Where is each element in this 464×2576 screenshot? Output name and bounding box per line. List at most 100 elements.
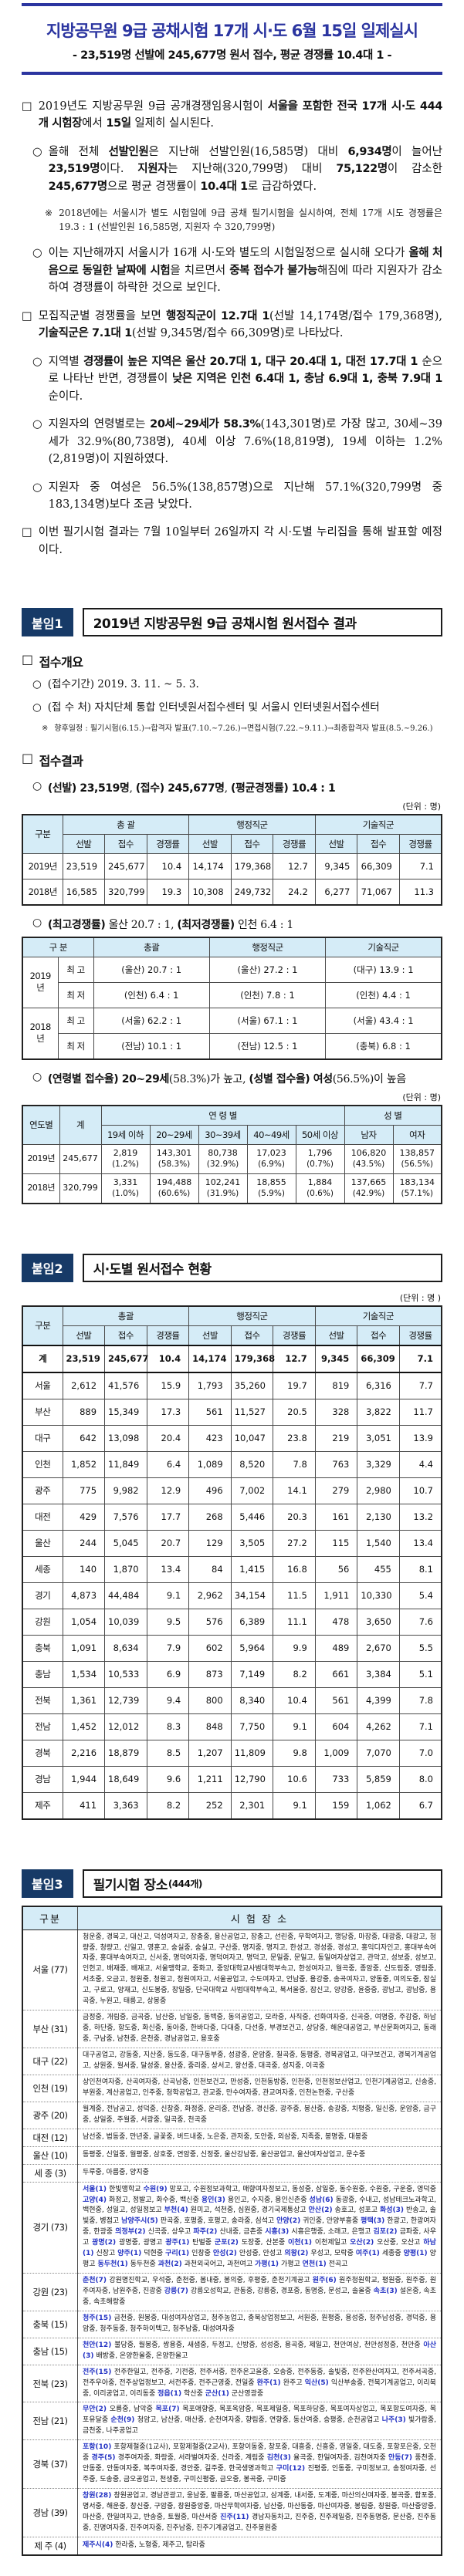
school-names: 송호고, 성포고 — [334, 2206, 378, 2215]
data-cell: 23.8 — [273, 1424, 316, 1452]
data-cell: 279 — [314, 1477, 358, 1504]
venue-row: 경북 (37) 포항(10) 포항제철중(1교사), 포항제철중(2교사), 포항… — [22, 2439, 442, 2489]
data-cell: 8.3 — [146, 1713, 190, 1740]
header-row: 구분 시 험 장 소 — [22, 1906, 442, 1930]
row-label: 충남 — [22, 1660, 63, 1688]
venue-row: 강원 (23) 춘천(7) 강원명진학교, 우석중, 춘천중, 봄내중, 봉의중,… — [22, 2273, 442, 2311]
text-segment: 245,677명 — [48, 180, 108, 193]
attachment3-title-suffix: (444개) — [168, 1878, 203, 1889]
data-cell: 2,301 — [230, 1791, 274, 1820]
paragraph-text: 지역별 경쟁률이 높은 지역은 울산 20.7대 1, 대구 20.4대 1, … — [49, 353, 443, 405]
data-cell: 15.9 — [146, 1372, 190, 1399]
data-cell: 7.8 — [273, 1450, 316, 1478]
data-cell: 10,308 — [188, 878, 232, 906]
city-count-label: 제주시(4) — [83, 2541, 113, 2549]
data-cell: 20.5 — [273, 1398, 316, 1426]
sub-header: 30~39세 — [198, 1124, 248, 1145]
data-cell: 8.2 — [273, 1660, 316, 1688]
data-cell: 9.8 — [273, 1739, 316, 1767]
table-row: 경북 2,216 18,879 8.5 1,207 11,809 9.8 1,009 7,070… — [22, 1739, 442, 1767]
attachment3-title-text: 필기시험 장소 — [93, 1877, 168, 1893]
school-names: 인창중 — [191, 2250, 211, 2258]
city-count-label: 군산(1) — [205, 2389, 229, 2398]
data-cell: (인천) 7.8 : 1 — [208, 981, 327, 1008]
text-segment: (연령별 접수율) 20~29세 — [47, 1072, 169, 1085]
data-cell: 13,098 — [104, 1424, 147, 1452]
city-count-label: 과천(2) — [157, 2260, 182, 2269]
text-segment: 일제히 실시된다. — [130, 117, 214, 130]
table-row: 세종 140 1,870 13.4 84 1,415 16.8 56 455 8.1 — [22, 1555, 442, 1583]
text-segment: 중복 접수가 불가능 — [229, 264, 317, 277]
text-segment: 낮은 지역은 인천 6.4대 1, 충남 6.9대 1, 충북 7.9대 1 — [171, 373, 442, 386]
data-cell: 80,738 (32.9%) — [198, 1143, 248, 1174]
school-names: 덕현중 — [144, 2250, 164, 2258]
school-names: 귀인중, 안양부흥중 — [303, 2217, 359, 2226]
table-row: 전북 1,361 12,739 9.4 800 8,340 10.4 561 4,399 7.8 — [22, 1686, 442, 1714]
school-names: 우성고, 모락중 — [310, 2250, 354, 2258]
venue-row: 경기 (73) 서울(1) 한빛맹학교 수원(9) 망포고, 수원정보과학고, 매… — [22, 2181, 442, 2274]
data-cell: 10.4 — [273, 1686, 316, 1714]
school-names: 이천제일고 — [314, 2239, 347, 2247]
sub-header: 경쟁률 — [146, 833, 190, 854]
city-count-label: 양주(1) — [117, 2250, 142, 2258]
data-cell: 561 — [314, 1686, 358, 1714]
city-count-label: 오산(2) — [350, 2239, 374, 2247]
venues-table: 구분 시 험 장 소 서울 (77) 청운중, 경복고, 대신고, 덕성여자고, 장충… — [22, 1905, 442, 2556]
percent-value: (42.9%) — [352, 1189, 385, 1199]
row-label: 전남 — [22, 1713, 63, 1740]
school-names: 금파중, 사우고 — [83, 2228, 436, 2247]
data-cell: 561 — [188, 1398, 232, 1426]
data-cell: 10,039 — [104, 1608, 147, 1636]
venue-list: 두루중, 아름중, 양지중 — [77, 2163, 442, 2183]
data-cell: 8.0 — [398, 1765, 442, 1793]
group-header: 기술직군 — [325, 937, 442, 957]
text-segment: 이 감소한 — [387, 163, 443, 176]
result-text: (선발) 23,519명, (접수) 245,677명, (평균경쟁률) 10.… — [48, 780, 442, 795]
count-value: 1,796 — [307, 1147, 333, 1158]
data-cell: 602 — [188, 1634, 232, 1662]
text-segment: 올해 전체 — [48, 145, 109, 158]
data-cell: 763 — [314, 1450, 358, 1478]
sub-header: 선발 — [188, 1325, 232, 1346]
table-row: 계 23,519 245,677 10.4 14,174 179,368 12.7 9,345… — [22, 1344, 442, 1373]
data-cell: 7.0 — [398, 1739, 442, 1767]
venue-list: 서울(1) 한빛맹학교 수원(9) 망포고, 수원정보과학고, 매향여자정보고,… — [77, 2181, 442, 2274]
school-names: 가평고 — [280, 2260, 300, 2269]
city-count-label: 익산(5) — [304, 2378, 329, 2387]
bullet-marker: ○ — [32, 779, 42, 792]
data-cell: (서울) 67.1 : 1 — [208, 1007, 327, 1034]
school-names: 두루중, 아름중, 양지중 — [83, 2168, 149, 2176]
bullet-marker: □ — [22, 309, 32, 322]
data-cell: 4,399 — [357, 1686, 400, 1714]
data-cell: 161 — [314, 1503, 358, 1531]
city-count-label: 속초(3) — [373, 2287, 398, 2296]
school-names: 설온중, 속초중, 속초해랑중 — [83, 2287, 436, 2306]
region-label: 세 종 (3) — [22, 2163, 78, 2183]
data-cell: 10.7 — [398, 1477, 442, 1504]
data-cell: 9.1 — [273, 1791, 316, 1820]
row-label: 경남 — [22, 1765, 63, 1793]
city-count-label: 구리(1) — [165, 2250, 190, 2258]
title-block: 지방공무원 9급 공채시험 17개 시·도 6월 15일 일제실시 - 23,5… — [22, 3, 442, 75]
data-cell: 1,796 (0.7%) — [295, 1143, 345, 1174]
city-count-label: 동두천(1) — [97, 2260, 128, 2269]
table-body: 2019년 23,519 245,677 10.4 14,174 179,368 12.7 9… — [22, 852, 442, 906]
region-label: 경북 (37) — [22, 2439, 78, 2489]
corner-header: 구분 — [22, 1305, 63, 1346]
paragraph-text: 올해 전체 선발인원은 지난해 선발인원(16,585명) 대비 6,934명이… — [49, 143, 442, 195]
overview-item: ○ (접수기간) 2019. 3. 11. ~ 5. 3. — [32, 677, 442, 694]
unit-label: (단위 : 명 ) — [399, 1292, 441, 1303]
school-names: 남선중, 법동중, 만년중, 글꽃중, 버드내중, 노은중, 관저중, 도안중,… — [83, 2132, 368, 2141]
sub-header: 19세 이하 — [100, 1124, 151, 1145]
table-row: 2018년 16,585 320,799 19.3 10,308 249,732 24.2 6… — [22, 878, 442, 906]
data-cell: 143,301 (58.3%) — [149, 1143, 199, 1174]
bullet-marker: ○ — [32, 481, 42, 494]
sub-header: 여자 — [392, 1124, 442, 1145]
school-names: 산내중, 금촌중 — [219, 2228, 263, 2237]
table-row: 전남 1,452 12,012 8.3 848 7,750 9.1 604 4,262 7.1 — [22, 1713, 442, 1740]
attachment2-badge: 붙임2 — [22, 1253, 73, 1282]
table-body: 서울 (77) 청운중, 경복고, 대신고, 덕성여자고, 장충중, 용산공업고,… — [22, 1929, 442, 2555]
bullet-marker: □ — [22, 526, 32, 539]
text-segment: 으로 평균 경쟁률이 — [107, 180, 201, 193]
count-value: 17,023 — [256, 1147, 286, 1158]
